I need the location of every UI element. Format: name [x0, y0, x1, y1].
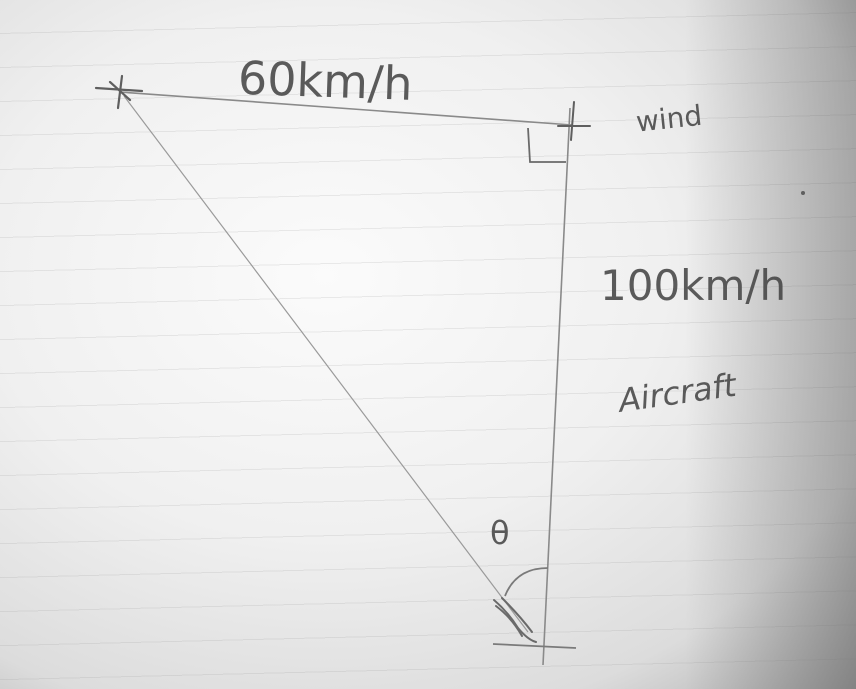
stray-dot [801, 191, 805, 195]
arrowhead-scribble [493, 597, 537, 643]
right-side-speed-label: 100km/h [600, 261, 786, 310]
corner-cross-mark [557, 101, 591, 141]
wind-label: wind [634, 99, 703, 139]
aircraft-label: Aircraft [614, 366, 740, 421]
wind-vector-line [119, 91, 573, 126]
resultant-vector-line [123, 95, 529, 633]
angle-arc [504, 567, 549, 597]
top-side-speed-label: 60km/h [237, 51, 413, 111]
angle-theta-label: θ [490, 514, 510, 552]
bottom-baseline-mark [492, 643, 577, 649]
aircraft-vector-line [542, 107, 571, 666]
right-angle-marker [527, 127, 566, 163]
start-point-mark [94, 74, 144, 110]
